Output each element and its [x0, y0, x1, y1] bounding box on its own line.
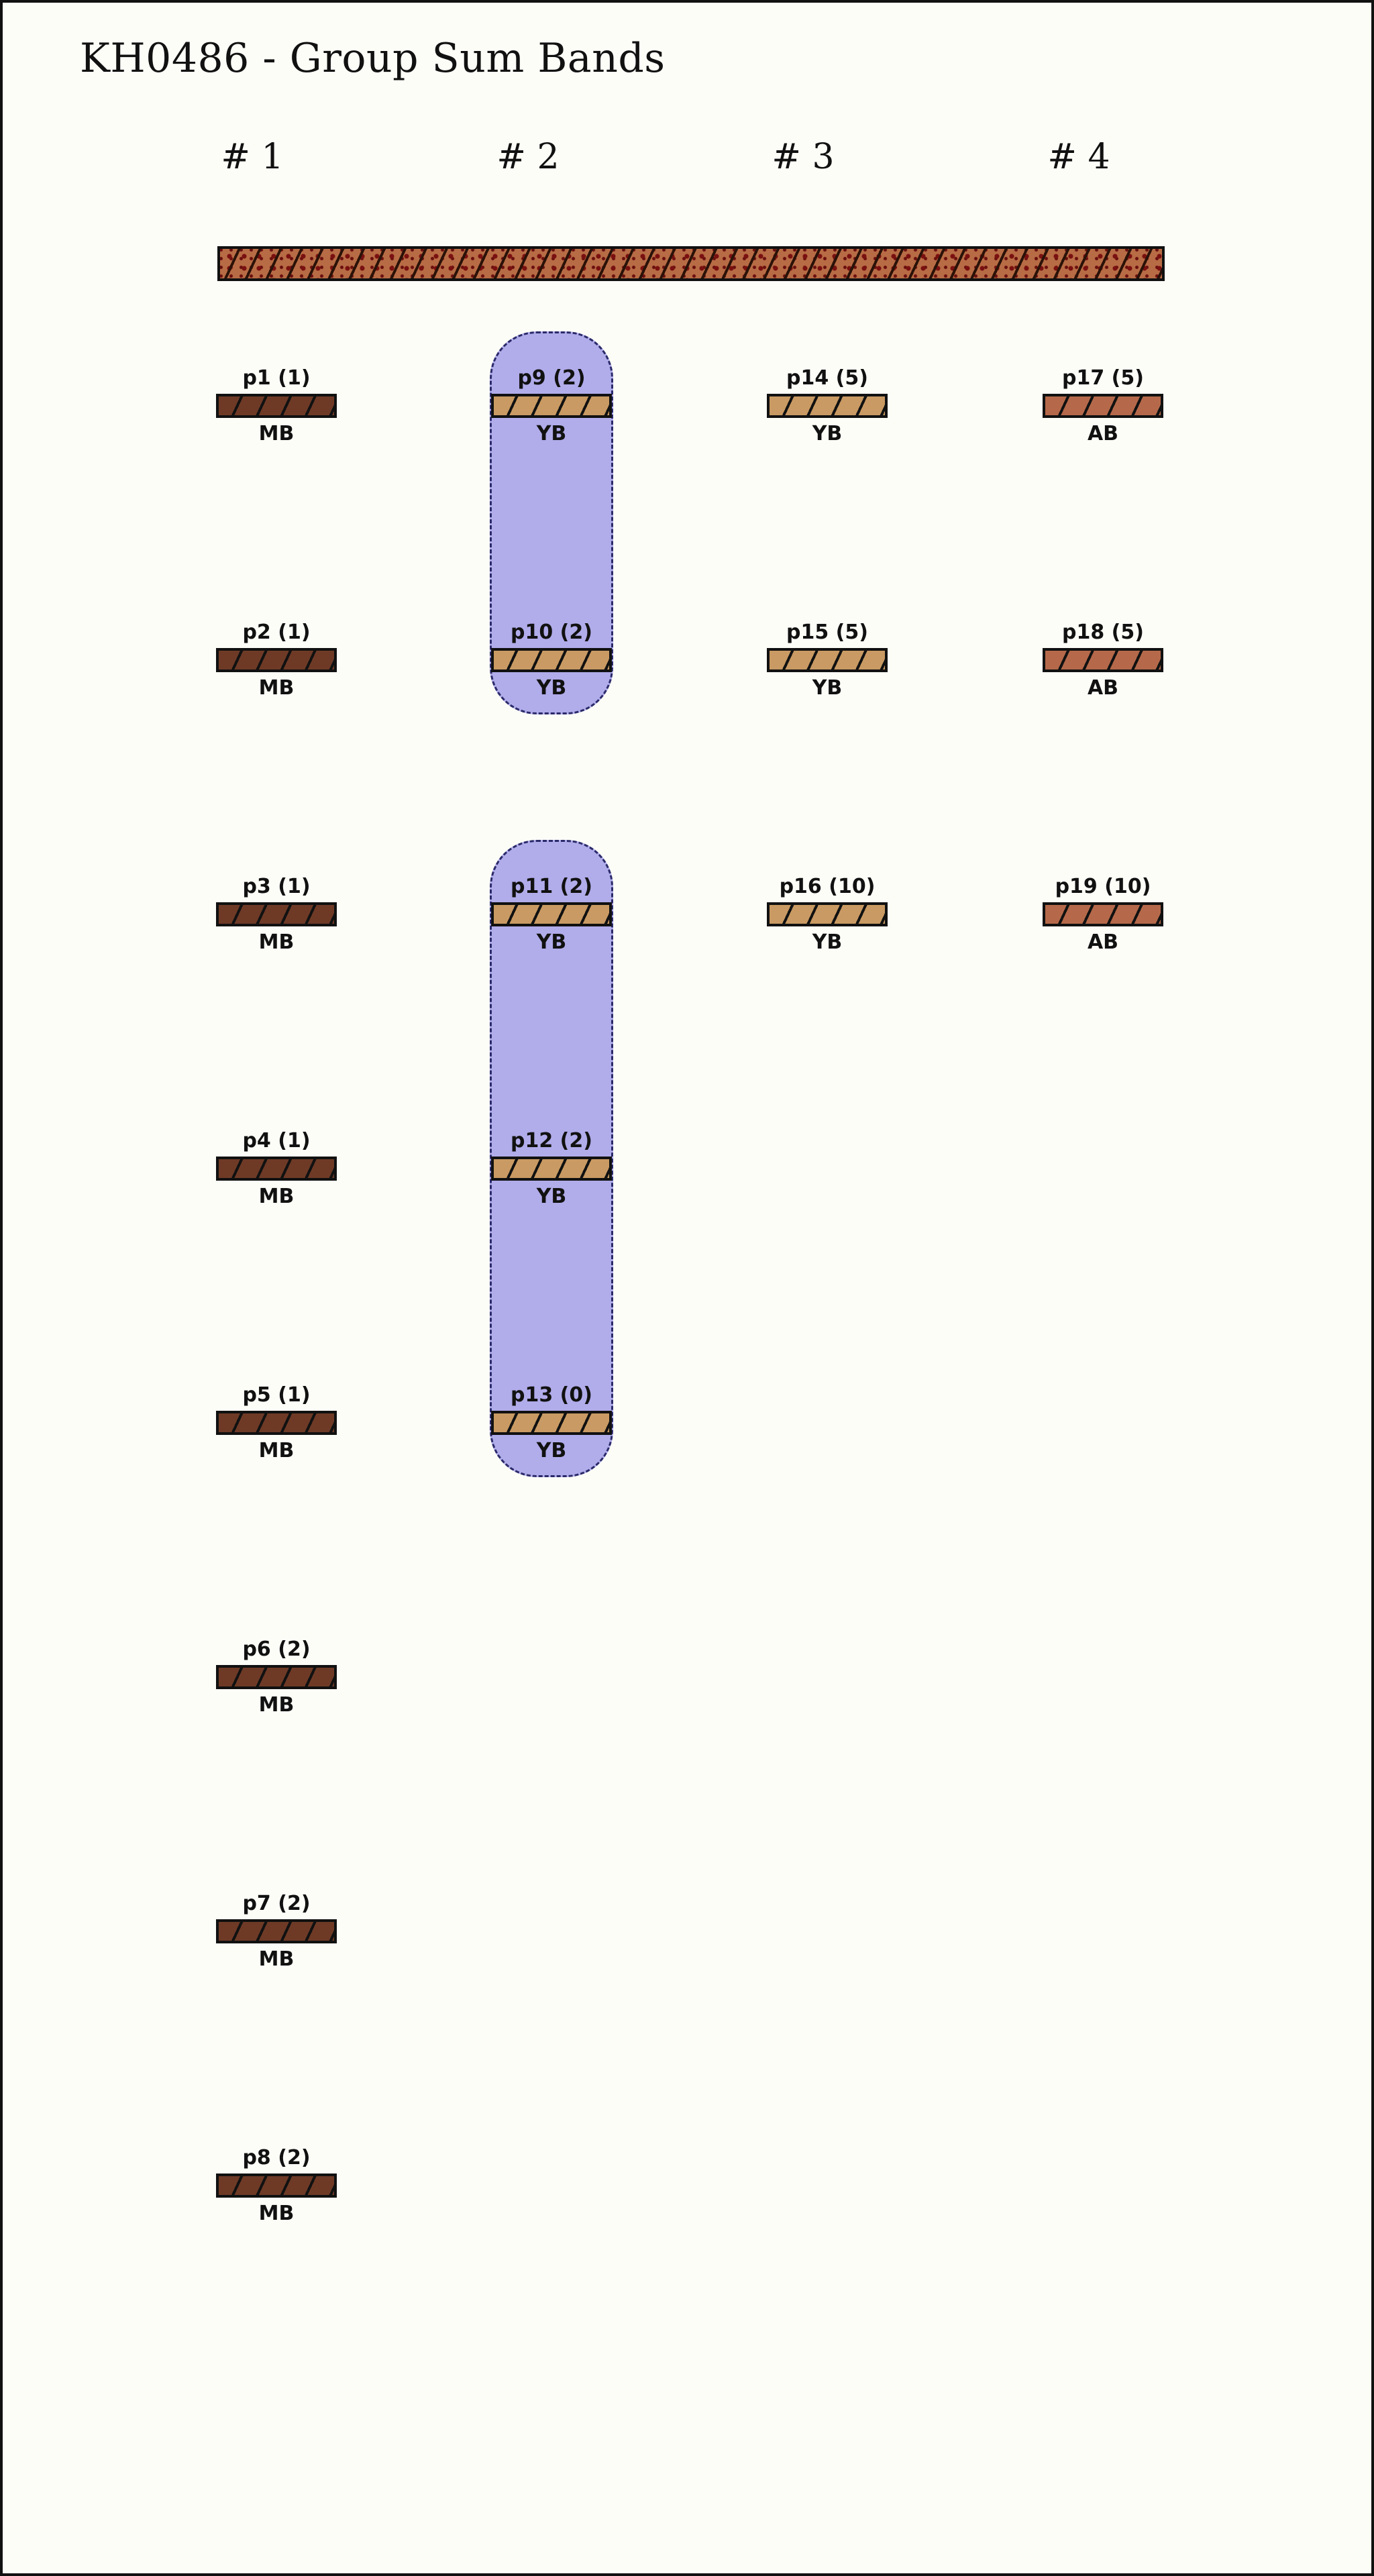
node-label: p18 (5): [1062, 621, 1144, 644]
node-band: [216, 648, 337, 672]
node-type-label: YB: [536, 676, 567, 700]
node-band: [767, 394, 888, 418]
node-band: [491, 394, 612, 418]
node-label: p4 (1): [242, 1129, 311, 1152]
node-label: p1 (1): [242, 366, 311, 390]
node-type-label: YB: [536, 1439, 567, 1462]
column-header-1: # 1: [221, 137, 284, 177]
node-label: p19 (10): [1055, 875, 1151, 898]
node-band: [216, 2174, 337, 2198]
node-band: [216, 394, 337, 418]
node-type-label: YB: [812, 422, 843, 445]
node-band: [1043, 394, 1163, 418]
node-label: p7 (2): [242, 1892, 311, 1915]
node-type-label: YB: [536, 1185, 567, 1208]
node-band: [1043, 648, 1163, 672]
page-title: KH0486 - Group Sum Bands: [80, 35, 666, 82]
node-type-label: MB: [258, 1439, 295, 1462]
node-label: p8 (2): [242, 2146, 311, 2169]
node-band: [767, 648, 888, 672]
node-band: [491, 648, 612, 672]
node-band: [767, 902, 888, 926]
node-type-label: YB: [536, 930, 567, 954]
node-band: [216, 1411, 337, 1435]
node-type-label: MB: [258, 930, 295, 954]
node-band: [491, 1157, 612, 1181]
node-type-label: MB: [258, 1947, 295, 1971]
node-type-label: MB: [258, 1693, 295, 1717]
node-label: p6 (2): [242, 1638, 311, 1661]
node-label: p17 (5): [1062, 366, 1144, 390]
node-band: [216, 1157, 337, 1181]
node-label: p9 (2): [517, 366, 586, 390]
node-type-label: MB: [258, 2202, 295, 2225]
node-band: [216, 1919, 337, 1943]
node-label: p5 (1): [242, 1383, 311, 1407]
column-header-4: # 4: [1047, 137, 1110, 177]
node-type-label: MB: [258, 1185, 295, 1208]
node-label: p16 (10): [779, 875, 876, 898]
node-band: [216, 1665, 337, 1689]
node-type-label: AB: [1087, 676, 1119, 700]
column-header-2: # 2: [496, 137, 560, 177]
node-band: [491, 902, 612, 926]
node-band: [1043, 902, 1163, 926]
node-label: p12 (2): [511, 1129, 592, 1152]
node-label: p10 (2): [511, 621, 592, 644]
column-header-3: # 3: [772, 137, 835, 177]
node-type-label: MB: [258, 422, 295, 445]
node-band: [491, 1411, 612, 1435]
main-band: [217, 246, 1165, 281]
node-label: p13 (0): [511, 1383, 592, 1407]
node-type-label: YB: [812, 930, 843, 954]
node-type-label: MB: [258, 676, 295, 700]
node-label: p3 (1): [242, 875, 311, 898]
node-type-label: AB: [1087, 422, 1119, 445]
node-type-label: YB: [812, 676, 843, 700]
node-label: p2 (1): [242, 621, 311, 644]
node-band: [216, 902, 337, 926]
node-label: p11 (2): [511, 875, 592, 898]
node-type-label: AB: [1087, 930, 1119, 954]
node-type-label: YB: [536, 422, 567, 445]
node-label: p15 (5): [786, 621, 868, 644]
node-label: p14 (5): [786, 366, 868, 390]
